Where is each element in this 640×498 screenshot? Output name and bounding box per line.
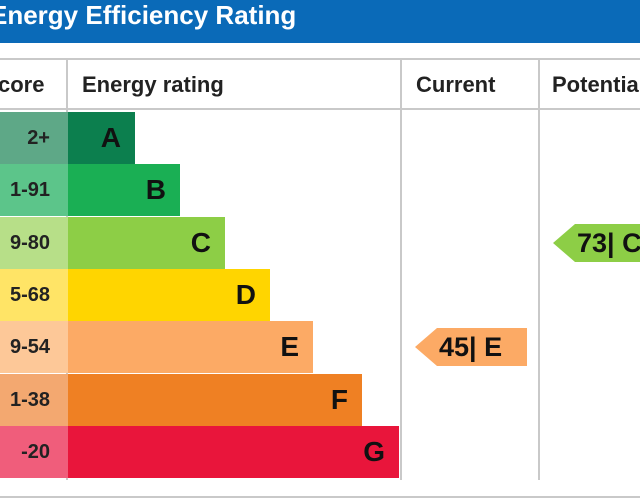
column-rating-header: Energy rating [82, 72, 224, 97]
page-title: Energy Efficiency Rating [0, 0, 297, 30]
band-letter-e: E [280, 331, 299, 362]
band-letter-f: F [330, 384, 348, 415]
current-rating-marker: 45| E [415, 328, 527, 366]
band-f: F [68, 374, 362, 426]
score-range-f: 1-38 [0, 374, 68, 426]
band-letter-d: D [235, 279, 256, 310]
divider-rating [400, 58, 402, 480]
band-letter-a: A [100, 122, 121, 153]
score-range-g: -20 [0, 426, 68, 478]
band-letter-g: G [363, 436, 385, 467]
band-b: B [68, 164, 180, 216]
divider-current [538, 58, 540, 480]
header-bar: Energy Efficiency Rating [0, 0, 640, 43]
score-range-e: 9-54 [0, 321, 68, 373]
band-a: A [68, 112, 135, 164]
band-d: D [68, 269, 270, 321]
band-letter-b: B [145, 174, 166, 205]
band-e: E [68, 321, 313, 373]
column-current-header: Current [416, 72, 496, 97]
band-g: G [68, 426, 399, 478]
column-score-header: core [0, 72, 45, 97]
score-range-d: 5-68 [0, 269, 68, 321]
band-letter-c: C [190, 227, 211, 258]
column-potential-header: Potentia [552, 72, 639, 97]
header-divider [0, 108, 640, 110]
band-c: C [68, 217, 225, 269]
score-range-b: 1-91 [0, 164, 68, 216]
score-range-c: 9-80 [0, 217, 68, 269]
score-range-a: 2+ [0, 112, 68, 164]
